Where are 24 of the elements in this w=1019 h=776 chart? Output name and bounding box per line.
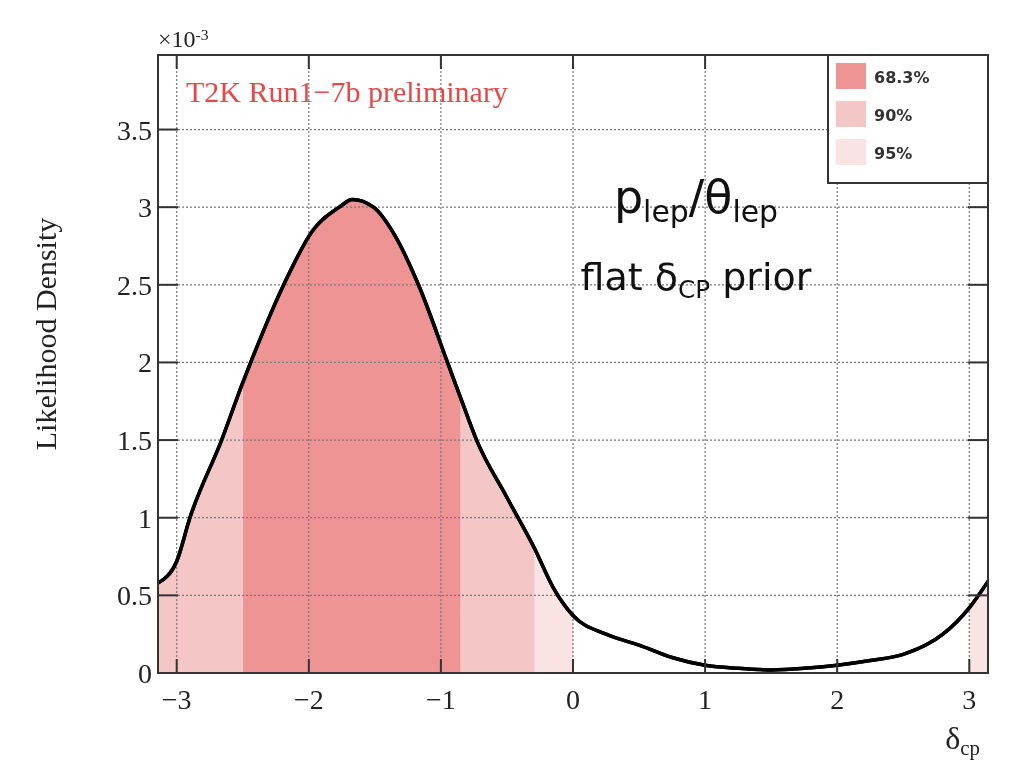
x-tick-label: 1: [698, 684, 713, 715]
x-tick-label: 3: [962, 684, 977, 715]
annotation: T2K Run1−7b preliminary: [186, 75, 508, 108]
y-tick-label: 2.5: [117, 269, 152, 301]
y-tick-label: 1.5: [117, 425, 152, 457]
x-axis-title: δ$_{cp}$: [945, 720, 980, 761]
annotation: flat δ$_{CP}$ prior: [580, 255, 812, 304]
x-tick-label: 2: [830, 684, 845, 715]
x-tick-label: 0: [566, 684, 580, 715]
y-tick-label: 0.5: [117, 580, 152, 612]
x-tick-label: −1: [426, 684, 456, 715]
y-axis-title: Likelihood Density: [29, 217, 62, 451]
y-tick-label: 0: [138, 658, 152, 689]
legend-label: 68.3%: [874, 68, 930, 87]
x-tick-label: −2: [293, 684, 324, 715]
y-tick-label: 2: [138, 347, 152, 379]
text: ×10$^{-3}$: [158, 25, 209, 52]
x-tick-label: −3: [161, 684, 192, 715]
y-tick-label: 1: [138, 502, 152, 534]
y-tick-label: 3.5: [117, 114, 152, 146]
annotation: p$_{lep}$/θ$_{lep}$: [613, 170, 779, 229]
legend-label: 95%: [874, 144, 913, 163]
legend-label: 90%: [874, 106, 913, 125]
y-tick-label: 3: [138, 192, 152, 224]
